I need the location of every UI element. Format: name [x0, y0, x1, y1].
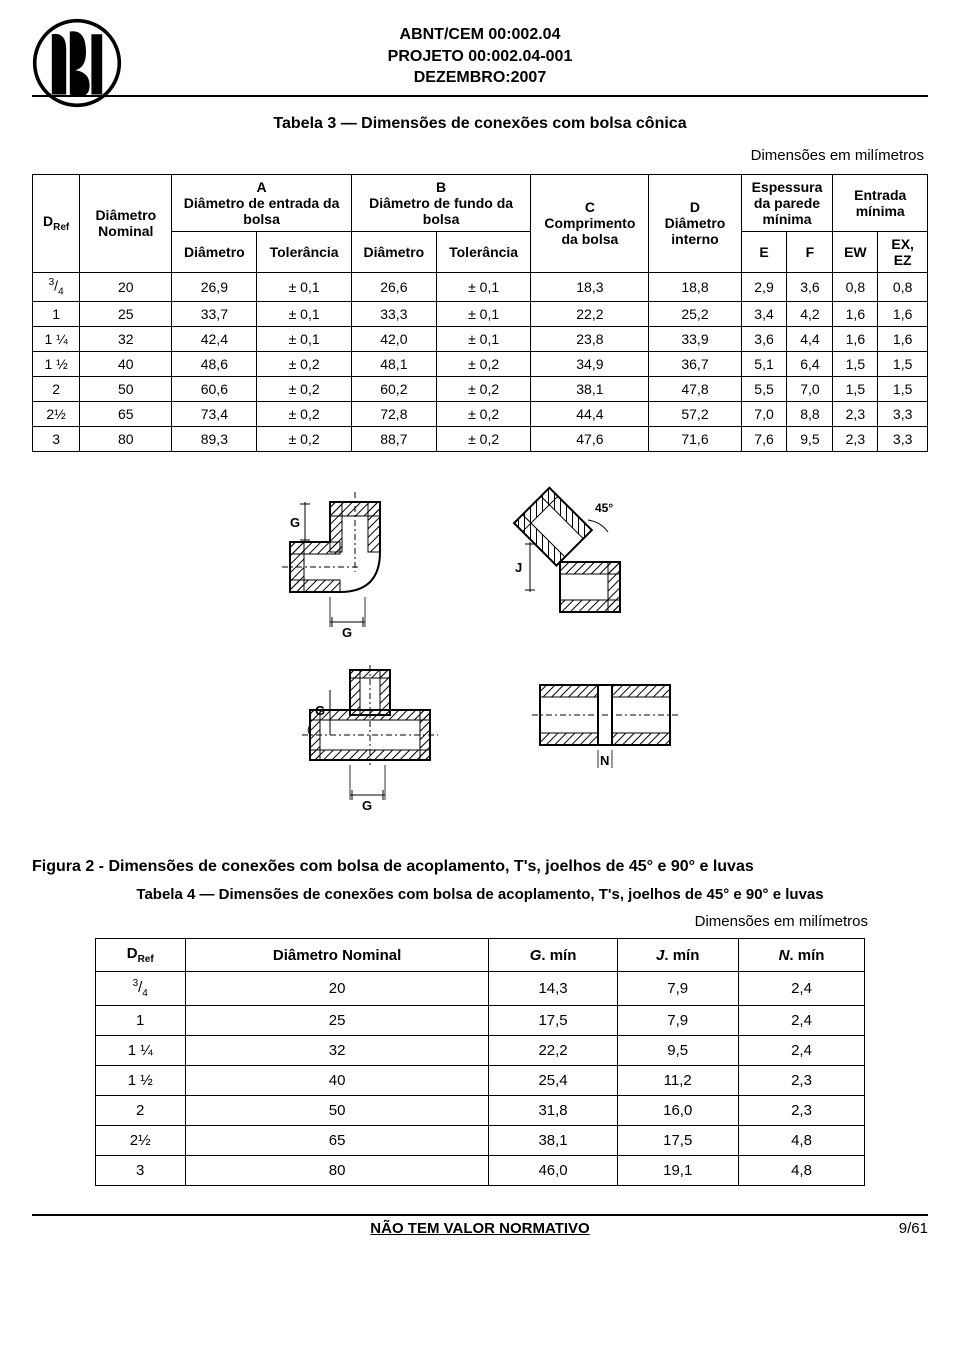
th-B: B Diâmetro de fundo da bolsa [351, 174, 531, 231]
th-A-tol: Tolerância [257, 231, 351, 272]
t4-th-g: G. mín [489, 939, 617, 972]
th-F: F [787, 231, 833, 272]
t4-th-dref: DRef [95, 939, 185, 972]
diagrams-row-1: G G [32, 482, 928, 642]
t4-th-dnom: Diâmetro Nominal [185, 939, 489, 972]
t4-th-n: N. mín [738, 939, 865, 972]
table4-title: Tabela 4 — Dimensões de conexões com bol… [32, 886, 928, 903]
table4: DRef Diâmetro Nominal G. mín J. mín N. m… [95, 938, 866, 1186]
svg-text:G: G [290, 515, 300, 530]
th-dref: DRef [33, 174, 80, 272]
th-A-diam: Diâmetro [172, 231, 257, 272]
svg-text:G: G [362, 798, 372, 813]
svg-text:G: G [315, 703, 325, 718]
th-dnom: Diâmetro Nominal [80, 174, 172, 272]
svg-text:G: G [342, 625, 352, 640]
page-header: ABNT/CEM 00:002.04 PROJETO 00:002.04-001… [32, 18, 928, 97]
table-row: 1 ¼3222,29,52,4 [95, 1036, 865, 1066]
diagram-elbow-90: G G [270, 482, 440, 642]
th-B-tol: Tolerância [436, 231, 530, 272]
table-row: 1 ½4048,6± 0,248,1± 0,234,936,75,16,41,5… [33, 352, 928, 377]
diagram-elbow-45: 45° J [500, 482, 690, 642]
th-B-diam: Diâmetro [351, 231, 436, 272]
table3-title: Tabela 3 — Dimensões de conexões com bol… [32, 115, 928, 133]
table-row: 2½6538,117,54,8 [95, 1126, 865, 1156]
header-line2: PROJETO 00:002.04-001 [32, 46, 928, 68]
table4-dim-note: Dimensões em milímetros [32, 913, 928, 930]
table-row: 25031,816,02,3 [95, 1096, 865, 1126]
t4-th-j: J. mín [617, 939, 738, 972]
table3-dim-note: Dimensões em milímetros [32, 147, 928, 164]
footer-center: NÃO TEM VALOR NORMATIVO [0, 1220, 960, 1237]
table-row: 38089,3± 0,288,7± 0,247,671,67,69,52,33,… [33, 427, 928, 452]
table-row: 25060,6± 0,260,2± 0,238,147,85,57,01,51,… [33, 377, 928, 402]
table3: DRef Diâmetro Nominal A Diâmetro de entr… [32, 174, 928, 452]
table-row: 12517,57,92,4 [95, 1006, 865, 1036]
diagrams-row-2: G G N [32, 660, 928, 830]
th-C: C Comprimento da bolsa [531, 174, 649, 272]
th-EW: EW [833, 231, 878, 272]
th-EXEZ: EX, EZ [878, 231, 928, 272]
table-row: 12533,7± 0,133,3± 0,122,225,23,44,21,61,… [33, 302, 928, 327]
table-row: 3/42026,9± 0,126,6± 0,118,318,82,93,60,8… [33, 272, 928, 301]
header-line3: DEZEMBRO:2007 [32, 67, 928, 89]
svg-text:J: J [515, 560, 522, 575]
diagram-tee: G G [270, 660, 460, 830]
th-A: A Diâmetro de entrada da bolsa [172, 174, 352, 231]
th-ent: Entrada mínima [833, 174, 928, 231]
table-row: 1 ½4025,411,22,3 [95, 1066, 865, 1096]
th-E: E [741, 231, 787, 272]
svg-text:N: N [600, 753, 609, 768]
svg-text:45°: 45° [595, 501, 613, 515]
th-esp: Espessura da parede mínima [741, 174, 833, 231]
table-row: 38046,019,14,8 [95, 1156, 865, 1186]
diagram-sleeve: N [520, 660, 690, 780]
abnt-logo [32, 18, 122, 108]
table-row: 1 ¼3242,4± 0,142,0± 0,123,833,93,64,41,6… [33, 327, 928, 352]
header-line1: ABNT/CEM 00:002.04 [32, 24, 928, 46]
table-row: 3/42014,37,92,4 [95, 972, 865, 1006]
page-footer: NÃO TEM VALOR NORMATIVO 9/61 [32, 1214, 928, 1237]
table-row: 2½6573,4± 0,272,8± 0,244,457,27,08,82,33… [33, 402, 928, 427]
th-D: D Diâmetro interno [649, 174, 741, 272]
figure2-caption: Figura 2 - Dimensões de conexões com bol… [32, 858, 928, 876]
